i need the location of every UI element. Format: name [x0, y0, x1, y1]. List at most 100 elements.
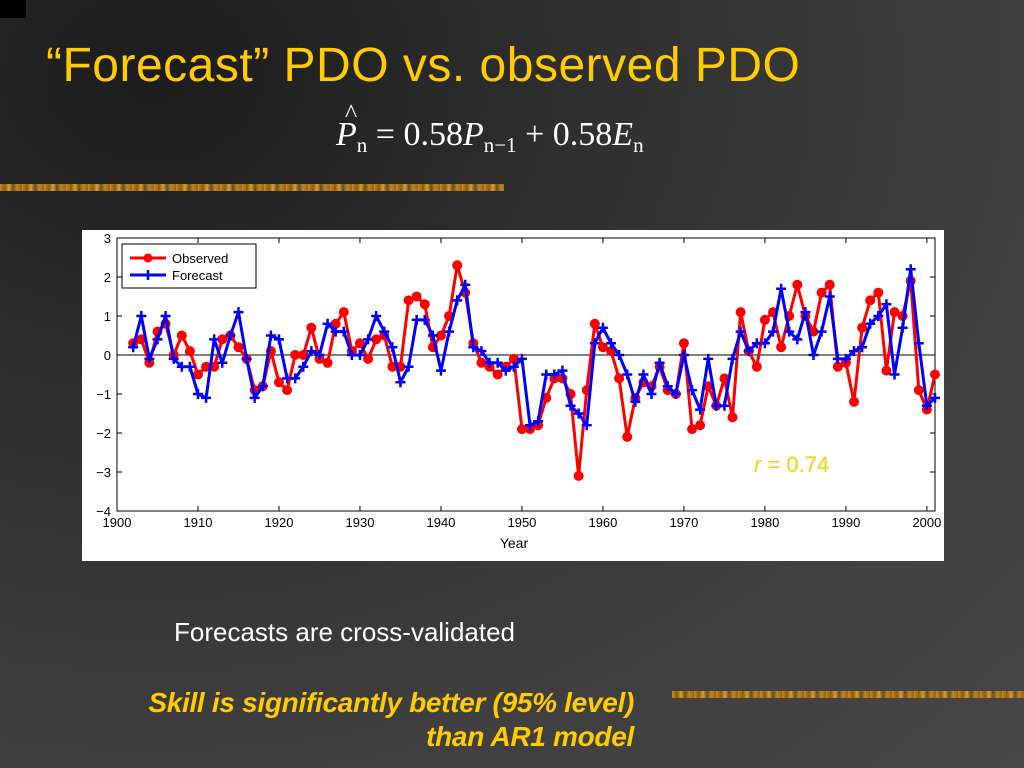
- observed-point: [873, 287, 884, 298]
- forecast-point: [849, 346, 860, 357]
- observed-point: [338, 307, 349, 318]
- corner-marker: [0, 0, 26, 18]
- forecast-point: [371, 311, 382, 321]
- observed-point: [176, 330, 187, 341]
- x-tick-label: 1920: [265, 515, 294, 530]
- forecast-point: [670, 389, 681, 399]
- observed-point: [792, 279, 803, 290]
- forecast-point: [630, 396, 641, 407]
- forecast-point: [768, 326, 779, 337]
- observed-point: [403, 295, 414, 306]
- forecast-point: [395, 377, 406, 388]
- observed-point: [889, 307, 900, 318]
- skill-note: Skill is significantly better (95% level…: [148, 686, 634, 753]
- equation-var1-sub: n−1: [483, 133, 517, 157]
- forecast-point: [857, 342, 868, 353]
- observed-point: [282, 385, 293, 396]
- forecast-point: [735, 326, 746, 337]
- forecast-point: [808, 350, 819, 360]
- observed-point: [857, 322, 868, 333]
- forecast-series-line: [131, 267, 937, 427]
- forecast-point: [492, 357, 503, 368]
- forecast-point: [435, 365, 446, 376]
- pdo-chart-panel: 3 2 1 0 −1 −2 −3 −4 1900 1910 1920 1930 1940 1950 1960…: [82, 230, 944, 561]
- observed-point: [492, 369, 503, 380]
- forecast-point: [727, 353, 738, 364]
- forecast-point: [298, 361, 309, 372]
- equation-var1: P: [462, 116, 484, 153]
- forecast-point: [557, 365, 568, 376]
- forecast-point: [233, 307, 244, 318]
- forecast-point: [403, 361, 414, 372]
- forecast-point: [687, 385, 698, 396]
- forecast-point: [314, 350, 325, 360]
- forecast-point: [930, 392, 940, 403]
- observed-point: [273, 377, 284, 388]
- y-tick-label: 2: [104, 270, 111, 285]
- forecast-point: [905, 264, 916, 275]
- observed-point: [614, 373, 625, 384]
- correlation-variable: r: [754, 452, 763, 477]
- forecast-point: [776, 283, 787, 294]
- observed-point: [573, 470, 584, 481]
- x-tick-label: 1990: [831, 515, 860, 530]
- y-tick-label: −2: [96, 426, 111, 441]
- forecast-point: [816, 326, 827, 337]
- equation-lhs-sub: n: [356, 133, 368, 157]
- x-tick-label: 1970: [669, 515, 698, 530]
- y-tick-label: −1: [96, 387, 111, 402]
- forecast-point: [703, 353, 714, 364]
- observed-point: [597, 342, 608, 353]
- observed-point: [589, 318, 600, 329]
- observed-point: [233, 342, 244, 353]
- observed-point: [865, 295, 876, 306]
- x-tick-label: 1910: [184, 515, 213, 530]
- forecast-point: [354, 350, 365, 360]
- forecast-point: [322, 318, 333, 329]
- forecast-point: [241, 353, 252, 364]
- forecast-point: [444, 326, 455, 337]
- observed-point: [192, 369, 203, 380]
- forecast-point: [468, 342, 479, 353]
- x-tick-label: 1900: [103, 515, 132, 530]
- y-tick-label: −4: [96, 504, 111, 519]
- forecast-point: [427, 330, 438, 341]
- forecast-point: [508, 361, 519, 372]
- forecast-point: [840, 353, 851, 364]
- observed-point: [735, 307, 746, 318]
- forecast-point: [800, 307, 811, 318]
- x-tick-label: 2000: [912, 515, 941, 530]
- forecast-point: [265, 330, 276, 341]
- forecast-point: [549, 369, 560, 380]
- skill-note-line2: than AR1 model: [426, 720, 634, 752]
- forecast-point: [614, 350, 625, 360]
- forecast-point: [662, 381, 673, 392]
- forecast-point: [881, 299, 892, 310]
- forecast-point: [759, 338, 770, 349]
- forecast-point: [152, 334, 163, 345]
- forecast-point: [500, 365, 511, 376]
- observed-point: [419, 299, 430, 310]
- observed-point: [776, 342, 787, 353]
- forecast-point: [476, 346, 487, 357]
- forecast-point: [160, 311, 171, 321]
- forecast-point: [921, 400, 932, 411]
- legend-forecast-marker: [143, 270, 153, 280]
- observed-point: [727, 412, 738, 423]
- equation-var2: E: [612, 116, 634, 153]
- forecast-point: [622, 369, 633, 380]
- forecast-point: [516, 353, 527, 364]
- x-tick-label: 1930: [346, 515, 375, 530]
- legend-observed-marker: [143, 253, 153, 263]
- forecast-point: [363, 334, 374, 345]
- forecast-point: [743, 346, 754, 357]
- forecast-point: [573, 408, 584, 419]
- forecast-point: [209, 334, 220, 345]
- forecast-point: [784, 326, 795, 337]
- observed-point: [322, 357, 333, 368]
- x-tick-label: 1950: [507, 515, 536, 530]
- observed-point: [452, 260, 463, 271]
- forecast-point: [654, 357, 665, 368]
- forecast-point: [184, 361, 195, 372]
- observed-point: [363, 353, 374, 364]
